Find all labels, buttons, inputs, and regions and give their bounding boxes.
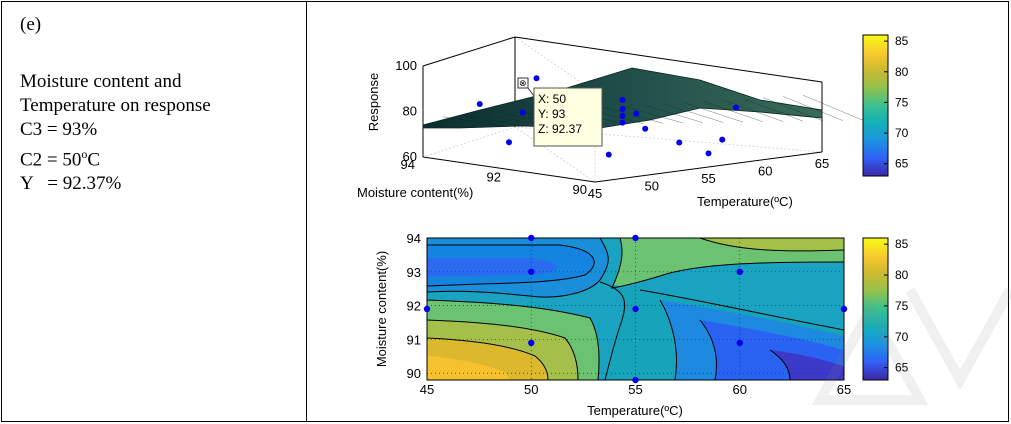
surface-point: [733, 105, 739, 111]
datatip-x: X: 50: [538, 92, 566, 106]
contour-point: [632, 306, 638, 312]
surface-point: [506, 139, 512, 145]
contour-x-tick-label: 55: [628, 382, 642, 397]
surface-plot: 608010090929445 50 55 60 65 Response Moistur…: [357, 34, 909, 209]
contour-point: [528, 235, 534, 241]
y-axis-line: [423, 157, 595, 182]
surface-point: [477, 101, 483, 107]
z-axis-label: Response: [366, 73, 381, 132]
contour-y-tick-label: 92: [407, 299, 421, 314]
contour-point: [632, 235, 638, 241]
colorbar-tick-label: 85: [895, 34, 909, 48]
x-tick-label-3d: 65: [815, 156, 829, 171]
x-tick-label-3d: 60: [758, 164, 772, 179]
surface-point: [620, 106, 626, 112]
datatip-y: Y: 93: [538, 107, 566, 121]
contour-point: [737, 340, 743, 346]
surface-point: [620, 120, 626, 126]
surface-point: [620, 97, 626, 103]
datatip-z: Z: 92.37: [538, 122, 582, 136]
contour-x-tick-label: 45: [420, 382, 434, 397]
colorbar-top: [863, 35, 888, 176]
watermark-logo: [800, 250, 1011, 420]
surface-point: [633, 110, 639, 116]
surface-point: [706, 150, 712, 156]
colorbar-tick-label: 70: [895, 126, 909, 140]
x-tick-label-3d: 55: [701, 171, 715, 186]
y-tick-label-3d: 94: [401, 157, 415, 172]
x-axis-label-3d: Temperature(ºC): [697, 194, 793, 209]
surface-point: [534, 75, 540, 81]
surface-point: [520, 110, 526, 116]
datatip-marker-glyph: ⊗: [519, 78, 527, 88]
x-tick-label-3d: 45: [588, 186, 602, 201]
contour-y-tick-label: 93: [407, 265, 421, 280]
contour-point: [424, 306, 430, 312]
contour-x-tick-label: 60: [733, 382, 747, 397]
surface-point: [642, 126, 648, 132]
y-tick-label-3d: 92: [487, 170, 501, 185]
box-top-left: [423, 37, 515, 66]
contour-y-label: Moisture content(%): [374, 251, 389, 367]
contour-y-tick-label: 94: [407, 231, 421, 246]
surface-point: [719, 137, 725, 143]
datatip-leader: [528, 88, 534, 96]
colorbar-tick-label: 80: [895, 65, 909, 79]
colorbar-tick-label: 75: [895, 95, 909, 109]
contour-region-upper-left-core: [427, 258, 557, 276]
contour-x-tick-label: 50: [524, 382, 538, 397]
y-tick-label-3d: 90: [573, 182, 587, 197]
surface-point: [606, 152, 612, 158]
z-tick-label: 80: [403, 104, 417, 119]
surface-point: [676, 139, 682, 145]
contour-y-tick-label: 91: [407, 332, 421, 347]
y-axis-label-3d: Moisture content(%): [357, 185, 473, 200]
contour-point: [528, 269, 534, 275]
surface-point: [620, 113, 626, 119]
colorbar-tick-label: 65: [895, 157, 909, 171]
contour-x-label: Temperature(ºC): [587, 403, 683, 418]
contour-y-tick-label: 90: [407, 366, 421, 381]
contour-point: [737, 269, 743, 275]
contour-point: [528, 340, 534, 346]
x-tick-label-3d: 50: [645, 179, 659, 194]
z-tick-label: 100: [395, 58, 417, 73]
